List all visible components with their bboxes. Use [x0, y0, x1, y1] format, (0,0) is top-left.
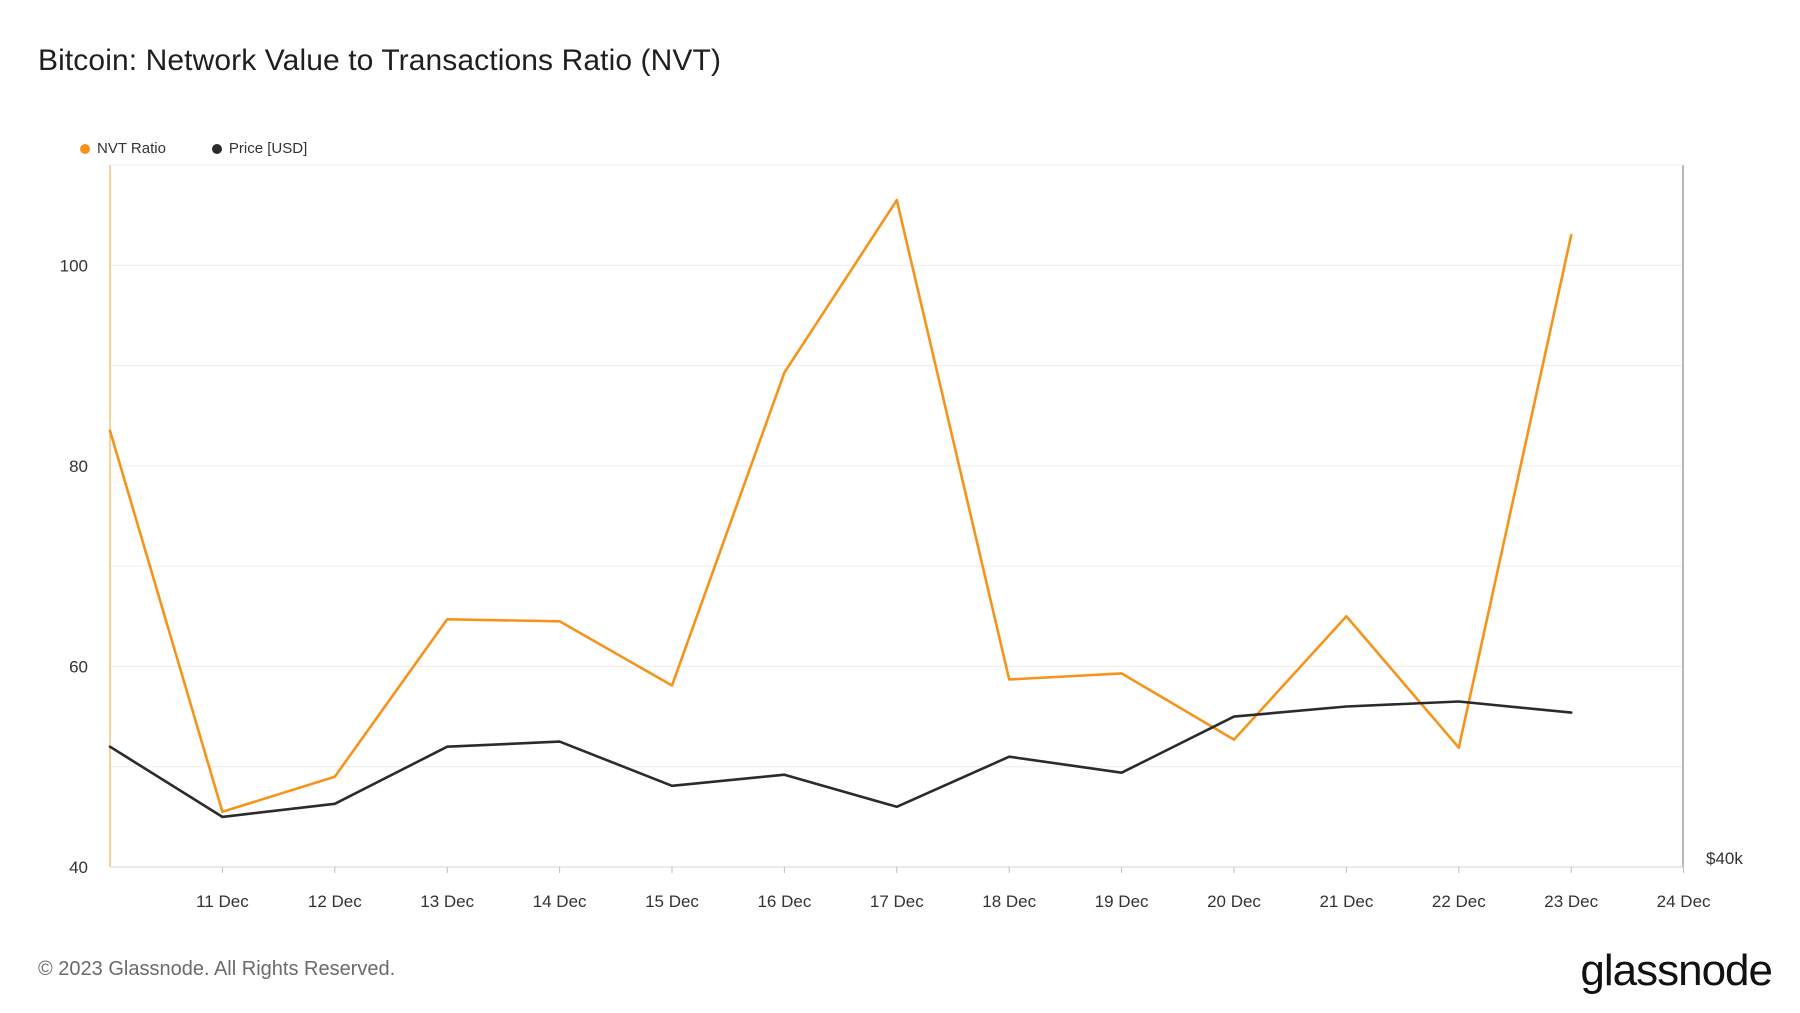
- x-tick-label: 17 Dec: [870, 892, 924, 911]
- x-tick-label: 13 Dec: [420, 892, 474, 911]
- y-tick-label-left: 40: [69, 858, 88, 877]
- y-tick-label-left: 60: [69, 657, 88, 676]
- x-tick-label: 22 Dec: [1432, 892, 1486, 911]
- y-tick-label-left: 80: [69, 457, 88, 476]
- x-tick-label: 18 Dec: [982, 892, 1036, 911]
- x-tick-label: 16 Dec: [757, 892, 811, 911]
- legend-label-nvt: NVT Ratio: [97, 140, 166, 157]
- legend-dot-price: [211, 143, 222, 154]
- x-tick-label: 14 Dec: [533, 892, 587, 911]
- x-tick-label: 21 Dec: [1319, 892, 1373, 911]
- y-tick-label-left: 100: [60, 256, 88, 275]
- x-tick-label: 11 Dec: [196, 892, 249, 911]
- brand-logo: glassnode: [1580, 946, 1773, 995]
- nvt-ratio-line: [108, 198, 1573, 814]
- x-tick-label: 15 Dec: [645, 892, 699, 911]
- x-tick-label: 20 Dec: [1207, 892, 1261, 911]
- legend-dot-nvt: [80, 143, 90, 154]
- chart-title: Bitcoin: Network Value to Transactions R…: [38, 44, 722, 77]
- legend-label-price: Price [USD]: [228, 140, 308, 157]
- legend-item-nvt[interactable]: NVT Ratio: [80, 140, 166, 157]
- copyright-text: © 2023 Glassnode. All Rights Reserved.: [38, 958, 396, 980]
- price-line: [108, 700, 1573, 819]
- y-tick-label-right: $40k: [1706, 849, 1743, 868]
- x-tick-label: 19 Dec: [1095, 892, 1149, 911]
- legend: NVT Ratio Price [USD]: [80, 140, 307, 157]
- x-tick-label: 12 Dec: [308, 892, 362, 911]
- x-tick-label: 24 Dec: [1657, 892, 1711, 911]
- x-tick-label: 23 Dec: [1544, 892, 1598, 911]
- legend-item-price[interactable]: Price [USD]: [211, 140, 308, 157]
